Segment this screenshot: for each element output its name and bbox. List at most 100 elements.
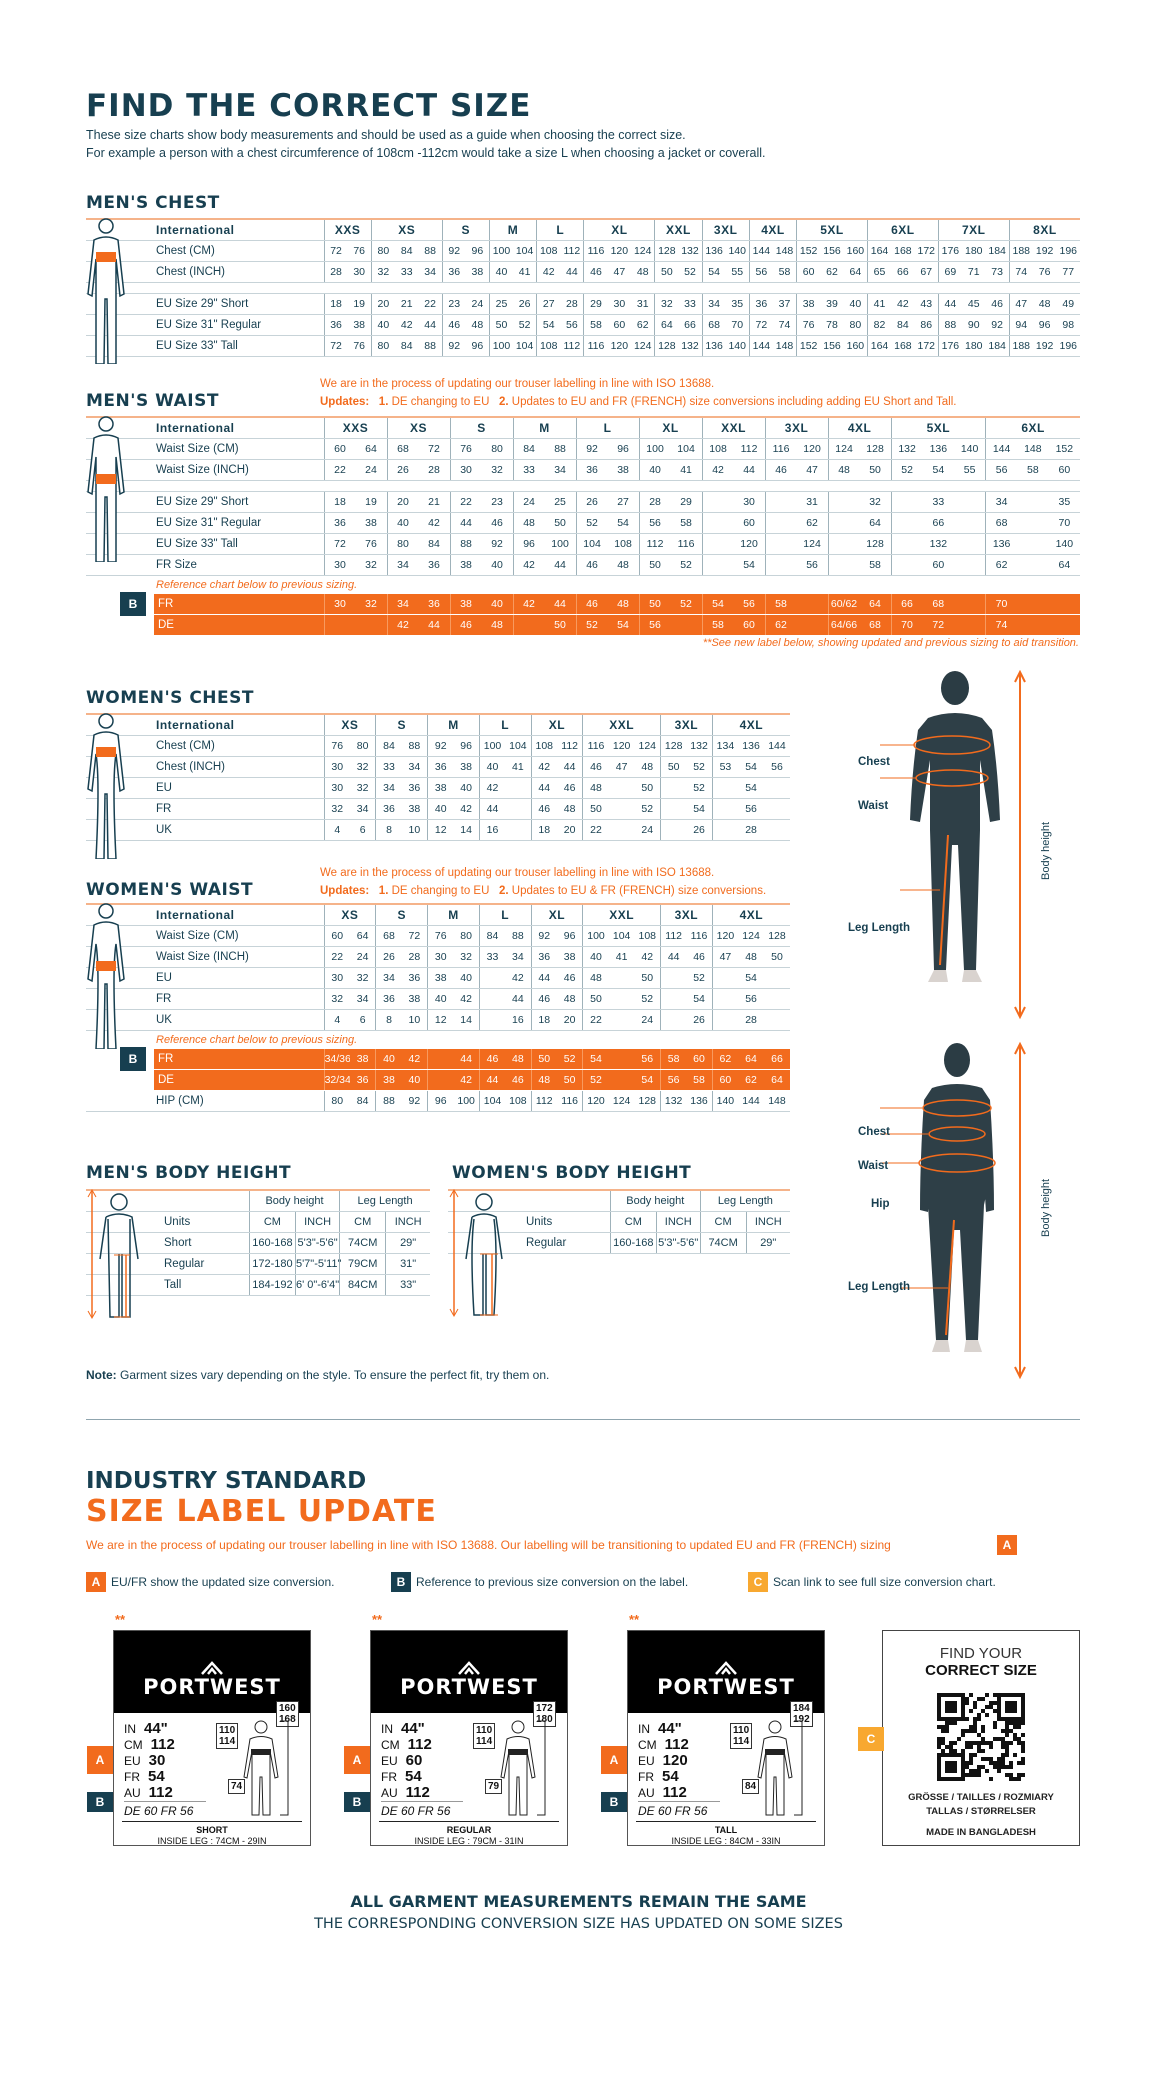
table-cell: 40 [453, 777, 480, 799]
size-header: XS [323, 904, 376, 926]
table-row: EU 30 32 34 36 38 40 42 44 46 48 50 52 54 [86, 777, 790, 799]
table-cell: 128 [634, 1090, 661, 1112]
table-row: EU Size 31" Regular 36 38 40 42 44 46 48 50 52 54 5… [86, 512, 1081, 534]
table-cell: 92 [985, 314, 1010, 336]
units-row: Units CM INCH CM INCH [448, 1211, 790, 1233]
table-cell: 33 [478, 946, 506, 968]
men-chest-table: International XXS XS S M L XL XXL 3XL 4XL 5XL 6XL 7X… [86, 218, 1081, 364]
badge-legend: A EU/FR show the updated size conversion… [86, 1572, 1086, 1596]
new-label-marker: ** [372, 1612, 383, 1627]
table-cell: 28 [323, 261, 348, 283]
label-key: FR [124, 1770, 140, 1784]
label-value-fr: 54 [405, 1768, 422, 1785]
reference-note: Reference chart below to previous sizing… [156, 1033, 358, 1046]
table-cell: 44 [418, 614, 450, 636]
table-cell: 44 [505, 988, 532, 1010]
size-header: 5XL [890, 417, 986, 439]
row-label: International [86, 219, 324, 241]
women-height-table: Body height Leg Length Units CM INCH CM INCH Re… [448, 1189, 790, 1254]
table-cell: 53 [711, 756, 739, 778]
body-outline-icon [243, 1720, 289, 1816]
table-cell: 180 [961, 240, 986, 262]
men-height-figure-icon [87, 1189, 139, 1320]
table-cell: 120 [582, 1090, 609, 1112]
table-cell: 56 [560, 314, 584, 336]
note-text: Garment sizes vary depending on the styl… [120, 1368, 550, 1382]
size-header: XL [530, 904, 583, 926]
table-cell: 72 [323, 335, 348, 357]
table-cell: 90 [961, 314, 986, 336]
table-cell [827, 512, 860, 534]
table-cell: 38 [375, 1069, 402, 1091]
table-cell: 132 [922, 533, 955, 555]
table-cell: 50 [556, 1069, 583, 1091]
table-cell: 88 [418, 240, 443, 262]
table-cell: 76 [347, 335, 372, 357]
table-cell [608, 1048, 635, 1070]
table-cell: 28 [418, 459, 451, 481]
table-cell: 74 [985, 614, 1017, 636]
table-row: UK 4 6 8 10 12 14 16 18 20 22 24 26 28 [86, 1009, 790, 1031]
table-cell [827, 533, 860, 555]
table-cell: 36 [323, 512, 356, 534]
table-cell: 62 [796, 512, 829, 534]
table-cell: 33 [394, 261, 419, 283]
label-footer: SHORT INSIDE LEG : 74CM - 29IN [122, 1821, 302, 1847]
table-cell: 4 [323, 819, 350, 841]
table-row: EU Size 33" Tall 72 76 80 84 88 92 96 100 104 108 1… [86, 533, 1081, 555]
table-cell [796, 593, 828, 615]
table-cell: 56 [738, 988, 764, 1010]
qr-line-1: FIND YOUR [939, 1645, 1023, 1662]
table-cell: 76 [347, 240, 372, 262]
table-cell: 52 [575, 614, 608, 636]
table-cell: 140 [725, 335, 750, 357]
row-label: FR [86, 798, 325, 820]
table-cell: 30 [323, 777, 350, 799]
table-cell: 8 [375, 819, 402, 841]
table-cell [701, 533, 734, 555]
table-cell: 104 [513, 240, 537, 262]
table-cell: 100 [478, 735, 506, 757]
female-figure-icon [87, 903, 125, 1049]
table-cell: 88 [418, 335, 443, 357]
table-cell: 168 [891, 240, 915, 262]
table-cell: 46 [449, 614, 482, 636]
table-cell [608, 777, 635, 799]
table-cell [659, 967, 687, 989]
table-cell: 164 [866, 335, 892, 357]
table-cell: 22 [418, 293, 443, 315]
table-cell: 42 [394, 314, 419, 336]
table-cell: 152 [796, 240, 821, 262]
table-cell [954, 614, 986, 636]
table-cell: 32 [654, 293, 679, 315]
qr-code-icon[interactable] [937, 1693, 1025, 1781]
table-cell: 30 [449, 459, 482, 481]
woman-leg-length-label: Leg Length [848, 1281, 910, 1293]
size-header: XXL [701, 417, 766, 439]
table-cell: 52 [678, 261, 703, 283]
table-cell: 27 [536, 293, 561, 315]
table-cell: 54 [738, 967, 764, 989]
table-cell [954, 491, 986, 513]
table-cell: 50 [763, 946, 790, 968]
table-cell: 144 [748, 335, 773, 357]
table-cell: 112 [556, 735, 583, 757]
table-cell: 116 [764, 438, 797, 460]
table-cell: 172 [914, 335, 939, 357]
table-cell: 38 [401, 988, 428, 1010]
legend-b-text: Reference to previous size conversion on… [416, 1575, 689, 1589]
portwest-logo-mark-icon [458, 1661, 480, 1675]
table-cell: 37 [772, 293, 797, 315]
size-header: 8XL [1008, 219, 1081, 241]
table-cell: 50 [530, 1048, 557, 1070]
table-cell: 54 [686, 798, 713, 820]
table-cell: 60 [922, 554, 955, 576]
table-cell: 35 [725, 293, 750, 315]
table-cell: 36 [575, 459, 608, 481]
table-cell: 104 [505, 735, 532, 757]
table-cell: 96 [607, 438, 640, 460]
table-cell: 32 [323, 988, 350, 1010]
table-cell: 54 [922, 459, 955, 481]
table-cell: 48 [607, 593, 639, 615]
table-cell: 33 [512, 459, 545, 481]
